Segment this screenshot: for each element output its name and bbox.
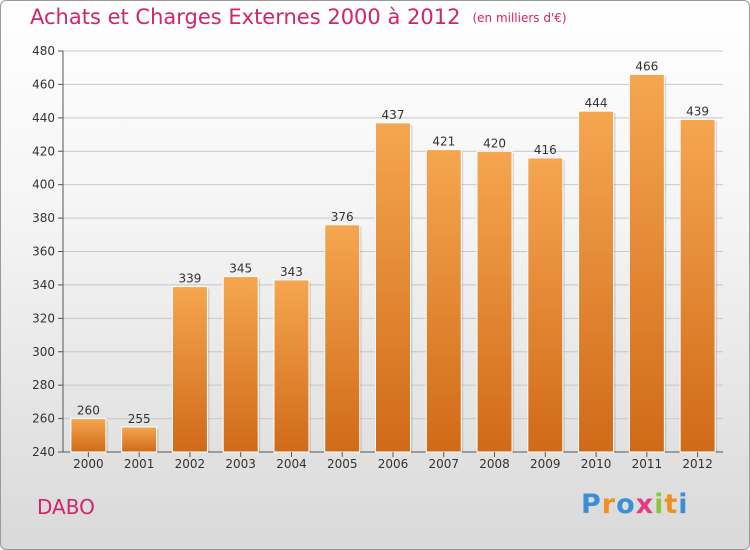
bar	[527, 157, 564, 453]
logo-letter: t	[664, 489, 679, 520]
y-tick-label: 360	[32, 245, 55, 259]
logo-letter: P	[581, 489, 602, 520]
y-tick-labels: 240 260 280 300 320 340 360 380 400 420 440 460 480	[32, 44, 63, 459]
y-tick-label: 320	[32, 311, 55, 325]
logo-letter: r	[601, 489, 617, 520]
x-tick-label: 2003	[225, 457, 256, 471]
bar-value-label: 444	[585, 96, 608, 110]
bar	[476, 150, 513, 453]
bar	[679, 119, 716, 453]
y-tick-label: 460	[32, 77, 55, 91]
bar	[375, 122, 411, 453]
y-tick-label: 400	[32, 178, 55, 192]
bar	[578, 110, 615, 453]
place-name: DABO	[37, 495, 95, 519]
x-tick-label: 2007	[428, 457, 459, 471]
logo-letter: x	[635, 489, 655, 520]
bar	[628, 73, 665, 453]
bar-value-label: 260	[77, 404, 100, 418]
y-tick-label: 240	[32, 445, 55, 459]
y-tick-label: 300	[32, 345, 55, 359]
y-tick-label: 440	[32, 111, 55, 125]
x-tick-labels: 2000 2001 2002 2003 2004 2005 2006 2007 2008 2009…	[73, 452, 713, 471]
x-tick-label: 2012	[682, 457, 713, 471]
x-tick-label: 2004	[276, 457, 307, 471]
bar-value-label: 466	[635, 59, 658, 73]
bar	[121, 426, 158, 453]
bar-value-label: 345	[229, 262, 252, 276]
x-tick-label: 2010	[581, 457, 612, 471]
y-tick-label: 260	[32, 412, 55, 426]
y-tick-label: 280	[32, 378, 55, 392]
value-labels: 260 255 339 345 343 376 437 421 420 416 444 466 439	[77, 59, 709, 426]
bar-value-label: 421	[432, 135, 455, 149]
x-tick-label: 2005	[327, 457, 358, 471]
chart-title-text: Achats et Charges Externes 2000 à 2012	[30, 5, 461, 29]
bar	[425, 149, 462, 453]
x-tick-label: 2001	[124, 457, 155, 471]
y-tick-label: 340	[32, 278, 55, 292]
bar-value-label: 339	[178, 272, 201, 286]
y-tick-label: 480	[32, 44, 55, 58]
bar	[171, 286, 208, 453]
logo-letter: i	[654, 489, 665, 520]
proxiti-logo: Proxiti	[581, 489, 689, 520]
x-tick-label: 2000	[73, 457, 104, 471]
bar	[324, 224, 361, 453]
bars	[70, 73, 718, 453]
x-tick-label: 2011	[632, 457, 663, 471]
bar-value-label: 437	[382, 108, 405, 122]
bar	[273, 279, 310, 453]
x-tick-label: 2002	[175, 457, 206, 471]
y-tick-label: 380	[32, 211, 55, 225]
y-tick-label: 420	[32, 144, 55, 158]
x-tick-label: 2009	[530, 457, 561, 471]
bar-value-label: 420	[483, 136, 506, 150]
x-tick-label: 2006	[378, 457, 409, 471]
logo-letter: i	[678, 489, 689, 520]
bar	[222, 276, 259, 453]
bar-value-label: 439	[686, 105, 709, 119]
x-tick-label: 2008	[479, 457, 510, 471]
bar-value-label: 376	[331, 210, 354, 224]
bar-value-label: 343	[280, 265, 303, 279]
chart-subtitle: (en milliers d'€)	[472, 11, 567, 25]
chart-title: Achats et Charges Externes 2000 à 2012 (e…	[30, 5, 567, 29]
bar	[70, 418, 107, 453]
bar-value-label: 416	[534, 143, 557, 157]
bar-value-label: 255	[128, 412, 151, 426]
logo-letter: o	[616, 489, 636, 520]
